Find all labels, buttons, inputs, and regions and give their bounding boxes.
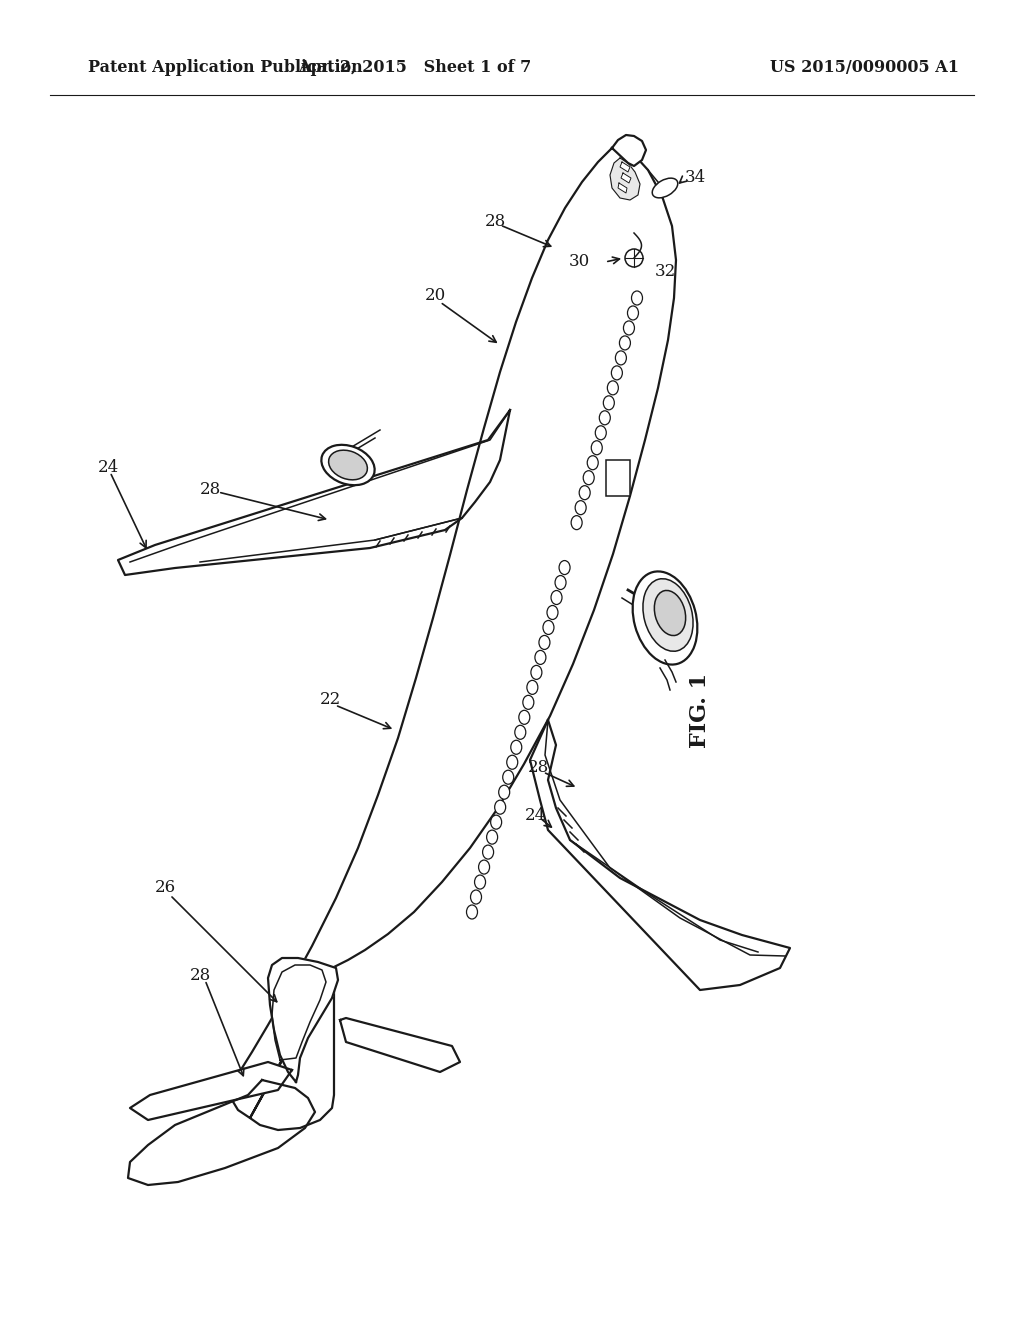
Polygon shape <box>268 958 338 1082</box>
Ellipse shape <box>490 816 502 829</box>
Ellipse shape <box>503 770 514 784</box>
Ellipse shape <box>652 178 678 198</box>
Text: 24: 24 <box>525 807 546 824</box>
Ellipse shape <box>523 696 534 709</box>
Polygon shape <box>621 173 631 183</box>
Text: 28: 28 <box>190 966 211 983</box>
Ellipse shape <box>539 635 550 649</box>
Ellipse shape <box>587 455 598 470</box>
Text: 32: 32 <box>655 264 676 281</box>
Ellipse shape <box>624 321 635 335</box>
Text: FIG. 1: FIG. 1 <box>689 672 711 747</box>
Ellipse shape <box>467 906 477 919</box>
Ellipse shape <box>474 875 485 890</box>
Ellipse shape <box>530 665 542 680</box>
Text: 30: 30 <box>568 253 590 271</box>
Ellipse shape <box>632 290 642 305</box>
Ellipse shape <box>591 441 602 455</box>
Text: 28: 28 <box>485 214 506 231</box>
Ellipse shape <box>620 335 631 350</box>
Ellipse shape <box>322 445 375 486</box>
Ellipse shape <box>527 680 538 694</box>
Ellipse shape <box>628 306 639 319</box>
Ellipse shape <box>584 471 594 484</box>
Ellipse shape <box>547 606 558 619</box>
Ellipse shape <box>595 426 606 440</box>
Text: 34: 34 <box>685 169 707 186</box>
Polygon shape <box>118 411 510 576</box>
Text: 26: 26 <box>155 879 176 896</box>
Ellipse shape <box>482 845 494 859</box>
Ellipse shape <box>495 800 506 814</box>
Text: 28: 28 <box>528 759 549 776</box>
Text: Patent Application Publication: Patent Application Publication <box>88 59 362 77</box>
Ellipse shape <box>543 620 554 635</box>
Circle shape <box>625 249 643 267</box>
Ellipse shape <box>580 486 590 500</box>
Ellipse shape <box>535 651 546 664</box>
Ellipse shape <box>654 590 686 635</box>
Ellipse shape <box>519 710 529 725</box>
Ellipse shape <box>511 741 522 754</box>
Ellipse shape <box>575 500 586 515</box>
Text: 24: 24 <box>98 459 119 477</box>
Polygon shape <box>610 158 640 201</box>
Polygon shape <box>620 162 630 172</box>
FancyBboxPatch shape <box>606 459 630 496</box>
Polygon shape <box>530 719 790 990</box>
Polygon shape <box>128 1080 315 1185</box>
Text: US 2015/0090005 A1: US 2015/0090005 A1 <box>770 59 959 77</box>
Polygon shape <box>130 1063 292 1119</box>
Ellipse shape <box>633 572 697 664</box>
Ellipse shape <box>470 890 481 904</box>
Ellipse shape <box>615 351 627 364</box>
Polygon shape <box>340 1018 460 1072</box>
Ellipse shape <box>486 830 498 843</box>
Ellipse shape <box>603 396 614 409</box>
Ellipse shape <box>643 578 693 651</box>
Ellipse shape <box>515 725 525 739</box>
Polygon shape <box>618 183 627 193</box>
Polygon shape <box>612 135 646 166</box>
Ellipse shape <box>571 516 582 529</box>
Text: 20: 20 <box>425 286 446 304</box>
Ellipse shape <box>599 411 610 425</box>
Ellipse shape <box>329 450 368 480</box>
Text: 28: 28 <box>200 482 221 499</box>
Ellipse shape <box>551 590 562 605</box>
Ellipse shape <box>607 381 618 395</box>
Ellipse shape <box>499 785 510 799</box>
Ellipse shape <box>611 366 623 380</box>
Text: Apr. 2, 2015   Sheet 1 of 7: Apr. 2, 2015 Sheet 1 of 7 <box>298 59 531 77</box>
Ellipse shape <box>559 561 570 574</box>
Ellipse shape <box>478 861 489 874</box>
Ellipse shape <box>555 576 566 590</box>
Text: 22: 22 <box>319 692 341 709</box>
Ellipse shape <box>507 755 518 770</box>
Polygon shape <box>232 148 676 1130</box>
